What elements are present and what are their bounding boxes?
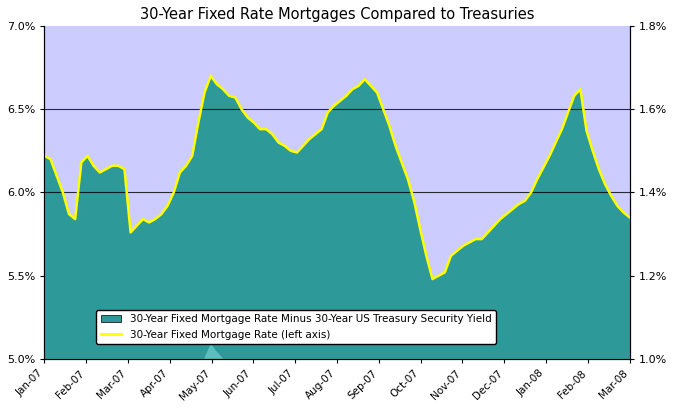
Legend: 30-Year Fixed Mortgage Rate Minus 30-Year US Treasury Security Yield, 30-Year Fi: 30-Year Fixed Mortgage Rate Minus 30-Yea…	[96, 310, 495, 344]
Bar	[44, 289, 630, 359]
Title: 30-Year Fixed Rate Mortgages Compared to Treasuries: 30-Year Fixed Rate Mortgages Compared to…	[140, 7, 534, 22]
